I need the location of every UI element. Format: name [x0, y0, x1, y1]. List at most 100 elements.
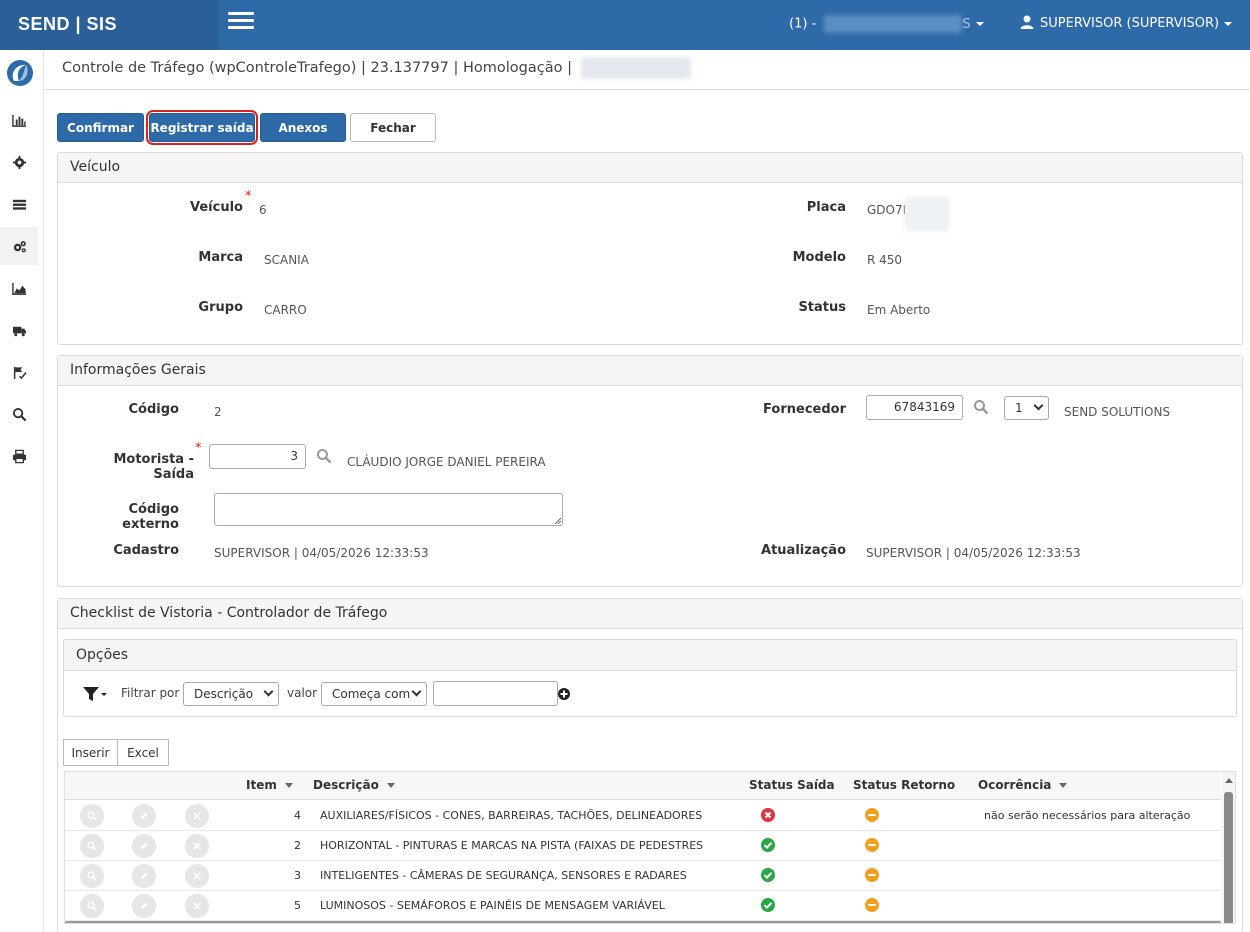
chevron-down-icon	[1033, 400, 1044, 411]
brand-value: SCANIA	[264, 253, 309, 267]
column-description-label: Descrição	[313, 778, 379, 792]
sidebar-item-settings[interactable]	[0, 143, 38, 181]
filter-icon[interactable]	[82, 686, 108, 702]
table-row[interactable]: 3 INTELIGENTES - CÂMERAS DE SEGURANÇA, SE…	[65, 861, 1221, 891]
edit-button[interactable]	[132, 864, 156, 888]
sidebar-item-registers[interactable]	[0, 185, 38, 223]
bar-chart-icon	[11, 114, 26, 127]
filter-by-label: Filtrar por	[121, 686, 180, 700]
filter-value-input[interactable]	[433, 681, 558, 706]
view-button[interactable]	[80, 804, 104, 828]
driver-name: CLÁUDIO JORGE DANIEL PEREIRA	[347, 455, 546, 469]
page-title-text: Controle de Tráfego (wpControleTrafego) …	[62, 60, 572, 76]
search-icon	[87, 811, 97, 821]
column-status-exit[interactable]: Status Saída	[749, 778, 835, 792]
top-navbar: SEND | SIS (1) - S SUPERVISOR (SUPERVISO…	[0, 0, 1250, 50]
status-label: Status	[798, 300, 846, 315]
app-logo-icon[interactable]	[6, 59, 34, 87]
supplier-branch-select[interactable]: 1	[1004, 396, 1049, 420]
sidebar-item-analytics[interactable]	[0, 269, 38, 307]
hamburger-menu-icon[interactable]	[228, 12, 254, 34]
register-exit-button[interactable]: Registrar saída	[149, 113, 255, 142]
sort-icon	[284, 783, 293, 788]
filter-operator-select[interactable]: Começa com	[321, 682, 427, 706]
column-occurrence[interactable]: Ocorrência	[978, 778, 1068, 792]
grid-header: Item Descrição Status Saída Status Retor…	[65, 772, 1221, 800]
plate-value: GDO7I	[867, 203, 907, 217]
column-item[interactable]: Item	[246, 778, 293, 792]
attachments-button[interactable]: Anexos	[260, 113, 346, 142]
close-icon	[192, 841, 202, 851]
created-label: Cadastro	[113, 543, 179, 558]
delete-button[interactable]	[185, 804, 209, 828]
brand-logo[interactable]: SEND | SIS	[0, 0, 219, 50]
table-row[interactable]: 2 HORIZONTAL - PINTURAS E MARCAS NA PISTA…	[65, 831, 1221, 861]
options-panel: Opções	[63, 639, 1237, 717]
insert-button[interactable]: Inserir	[63, 739, 118, 766]
confirm-button[interactable]: Confirmar	[57, 113, 144, 142]
updated-label: Atualização	[761, 543, 846, 558]
search-icon	[87, 871, 97, 881]
search-icon[interactable]	[316, 448, 332, 464]
edit-button[interactable]	[132, 834, 156, 858]
sidebar-item-operations[interactable]	[0, 227, 38, 265]
brand-label: Marca	[198, 250, 243, 265]
view-button[interactable]	[80, 894, 104, 918]
flag-check-icon	[13, 366, 27, 379]
delete-button[interactable]	[185, 834, 209, 858]
cell-occurrence: não serão necessários para alteração	[984, 809, 1191, 822]
sidebar-item-fleet[interactable]	[0, 311, 38, 349]
sidebar-item-flags[interactable]	[0, 353, 38, 391]
sidebar-item-reports[interactable]	[0, 101, 38, 139]
driver-label: Motorista - Saída	[113, 452, 194, 482]
scroll-up-arrow-icon[interactable]	[1225, 778, 1233, 783]
sidebar-item-search[interactable]	[0, 395, 38, 433]
user-menu[interactable]: SUPERVISOR (SUPERVISOR)	[1020, 15, 1233, 31]
company-suffix: S	[962, 16, 971, 32]
delete-button[interactable]	[185, 894, 209, 918]
horizontal-scrollbar[interactable]	[65, 921, 1221, 923]
edit-button[interactable]	[132, 804, 156, 828]
updated-value: SUPERVISOR | 04/05/2026 12:33:53	[866, 546, 1081, 560]
general-info-panel-title: Informações Gerais	[58, 356, 1242, 386]
supplier-code-input[interactable]: 67843169	[866, 395, 963, 420]
company-selector[interactable]: (1) - S	[789, 15, 984, 33]
truck-icon	[12, 326, 26, 336]
sort-icon	[386, 783, 395, 788]
table-row[interactable]: 5 LUMINOSOS - SEMÁFOROS E PAINÉIS DE MENS…	[65, 891, 1221, 921]
search-icon	[87, 841, 97, 851]
checklist-panel-title: Checklist de Vistoria - Controlador de T…	[58, 599, 1242, 629]
area-chart-icon	[11, 282, 26, 295]
add-filter-icon[interactable]	[558, 688, 570, 700]
company-prefix: (1) -	[789, 16, 817, 32]
search-icon[interactable]	[973, 399, 989, 415]
model-value: R 450	[867, 253, 903, 267]
edit-button[interactable]	[132, 894, 156, 918]
sidebar-item-print[interactable]	[0, 437, 38, 475]
chevron-down-icon	[1224, 21, 1233, 26]
column-status-return[interactable]: Status Retorno	[853, 778, 956, 792]
required-asterisk: *	[245, 189, 252, 204]
check-circle-icon	[761, 898, 775, 912]
cell-description: INTELIGENTES - CÂMERAS DE SEGURANÇA, SEN…	[320, 869, 687, 882]
column-description[interactable]: Descrição	[313, 778, 395, 792]
external-code-textarea[interactable]	[214, 493, 563, 526]
view-button[interactable]	[80, 864, 104, 888]
table-row[interactable]: 4 AUXILIARES/FÍSICOS - CONES, BARREIRAS, …	[65, 801, 1221, 831]
external-code-label: Código externo	[122, 502, 179, 532]
redacted-environment	[580, 57, 691, 79]
list-icon	[12, 199, 26, 210]
column-item-label: Item	[246, 778, 277, 792]
driver-code-input[interactable]: 3	[209, 444, 306, 469]
scrollbar-thumb[interactable]	[1224, 792, 1233, 923]
excel-button[interactable]: Excel	[117, 739, 169, 766]
delete-button[interactable]	[185, 864, 209, 888]
filter-field-select[interactable]: Descrição	[183, 682, 279, 706]
group-value: CARRO	[264, 303, 307, 317]
close-button[interactable]: Fechar	[350, 113, 436, 142]
redacted-plate	[905, 197, 950, 231]
minus-circle-icon	[865, 868, 879, 882]
check-circle-icon	[761, 868, 775, 882]
view-button[interactable]	[80, 834, 104, 858]
pencil-icon	[139, 901, 149, 911]
